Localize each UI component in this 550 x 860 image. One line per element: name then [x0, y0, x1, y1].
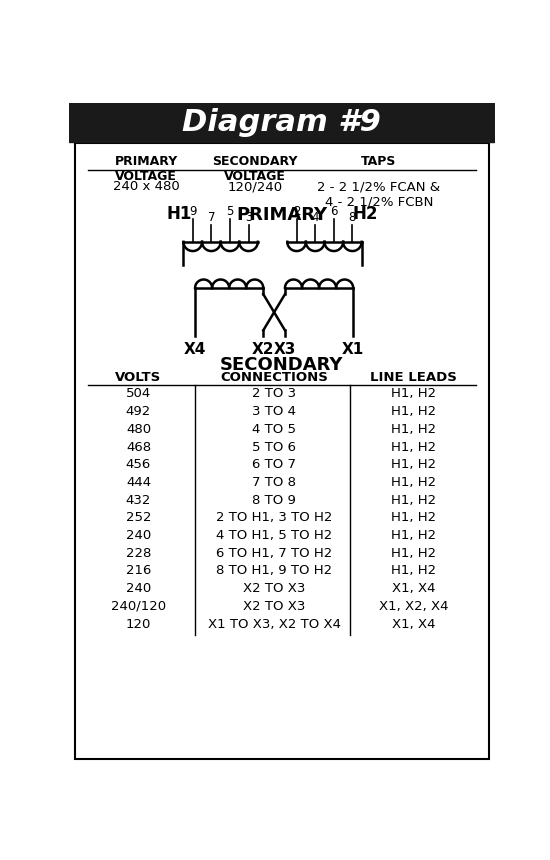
Text: 2 - 2 1/2% FCAN &
4 - 2 1/2% FCBN: 2 - 2 1/2% FCAN & 4 - 2 1/2% FCBN	[317, 181, 441, 208]
Text: X3: X3	[274, 342, 296, 357]
Text: TAPS: TAPS	[361, 155, 397, 168]
Text: 252: 252	[126, 512, 151, 525]
Text: 8 TO 9: 8 TO 9	[252, 494, 296, 507]
Text: 120: 120	[126, 617, 151, 630]
Text: 444: 444	[126, 476, 151, 489]
Text: 240: 240	[126, 529, 151, 542]
Text: H1, H2: H1, H2	[391, 529, 436, 542]
Text: CONNECTIONS: CONNECTIONS	[220, 372, 328, 384]
Text: 228: 228	[126, 547, 151, 560]
Text: 8: 8	[349, 211, 356, 224]
Text: H1, H2: H1, H2	[391, 512, 436, 525]
Text: 240/120: 240/120	[111, 600, 166, 613]
Text: PRIMARY
VOLTAGE: PRIMARY VOLTAGE	[114, 155, 178, 183]
Text: 504: 504	[126, 387, 151, 401]
Text: 5: 5	[226, 205, 234, 218]
Text: LINE LEADS: LINE LEADS	[370, 372, 457, 384]
Text: X2: X2	[252, 342, 274, 357]
Text: X2 TO X3: X2 TO X3	[243, 582, 305, 595]
Text: H1, H2: H1, H2	[391, 476, 436, 489]
Text: H1: H1	[167, 205, 192, 223]
Text: H1, H2: H1, H2	[391, 423, 436, 436]
Text: 8 TO H1, 9 TO H2: 8 TO H1, 9 TO H2	[216, 564, 332, 577]
Text: 240 x 480: 240 x 480	[113, 181, 180, 194]
Text: 6 TO H1, 7 TO H2: 6 TO H1, 7 TO H2	[216, 547, 332, 560]
Text: VOLTS: VOLTS	[116, 372, 162, 384]
Text: 432: 432	[126, 494, 151, 507]
Text: 4: 4	[311, 211, 319, 224]
Text: 4 TO H1, 5 TO H2: 4 TO H1, 5 TO H2	[216, 529, 332, 542]
Text: 5 TO 6: 5 TO 6	[252, 440, 296, 453]
Text: H1, H2: H1, H2	[391, 440, 436, 453]
Text: X4: X4	[184, 342, 206, 357]
Text: 492: 492	[126, 405, 151, 418]
Text: H1, H2: H1, H2	[391, 458, 436, 471]
Text: 120/240: 120/240	[227, 181, 282, 194]
Text: X1, X4: X1, X4	[392, 617, 436, 630]
Text: PRIMARY: PRIMARY	[236, 206, 327, 224]
Text: X2 TO X3: X2 TO X3	[243, 600, 305, 613]
Text: H1, H2: H1, H2	[391, 405, 436, 418]
Text: 480: 480	[126, 423, 151, 436]
Text: X1, X2, X4: X1, X2, X4	[379, 600, 448, 613]
Text: 2 TO 3: 2 TO 3	[252, 387, 296, 401]
Text: 3: 3	[245, 211, 252, 224]
Text: 4 TO 5: 4 TO 5	[252, 423, 296, 436]
Text: 7: 7	[207, 211, 215, 224]
Text: 456: 456	[126, 458, 151, 471]
Text: 468: 468	[126, 440, 151, 453]
Text: 9: 9	[189, 205, 196, 218]
Text: X1, X4: X1, X4	[392, 582, 436, 595]
Text: Diagram #9: Diagram #9	[183, 108, 381, 137]
Text: SECONDARY: SECONDARY	[220, 356, 344, 374]
Text: 240: 240	[126, 582, 151, 595]
Text: 6: 6	[330, 205, 338, 218]
Text: 216: 216	[126, 564, 151, 577]
Text: 2 TO H1, 3 TO H2: 2 TO H1, 3 TO H2	[216, 512, 332, 525]
Text: H1, H2: H1, H2	[391, 564, 436, 577]
Text: H1, H2: H1, H2	[391, 494, 436, 507]
Text: 3 TO 4: 3 TO 4	[252, 405, 296, 418]
Text: X1: X1	[342, 342, 364, 357]
Text: 7 TO 8: 7 TO 8	[252, 476, 296, 489]
Text: H1, H2: H1, H2	[391, 547, 436, 560]
Text: H1, H2: H1, H2	[391, 387, 436, 401]
Text: X1 TO X3, X2 TO X4: X1 TO X3, X2 TO X4	[208, 617, 340, 630]
Text: 6 TO 7: 6 TO 7	[252, 458, 296, 471]
Text: H2: H2	[353, 205, 378, 223]
Text: 2: 2	[293, 205, 300, 218]
Text: SECONDARY
VOLTAGE: SECONDARY VOLTAGE	[212, 155, 298, 183]
Bar	[69, 103, 495, 142]
